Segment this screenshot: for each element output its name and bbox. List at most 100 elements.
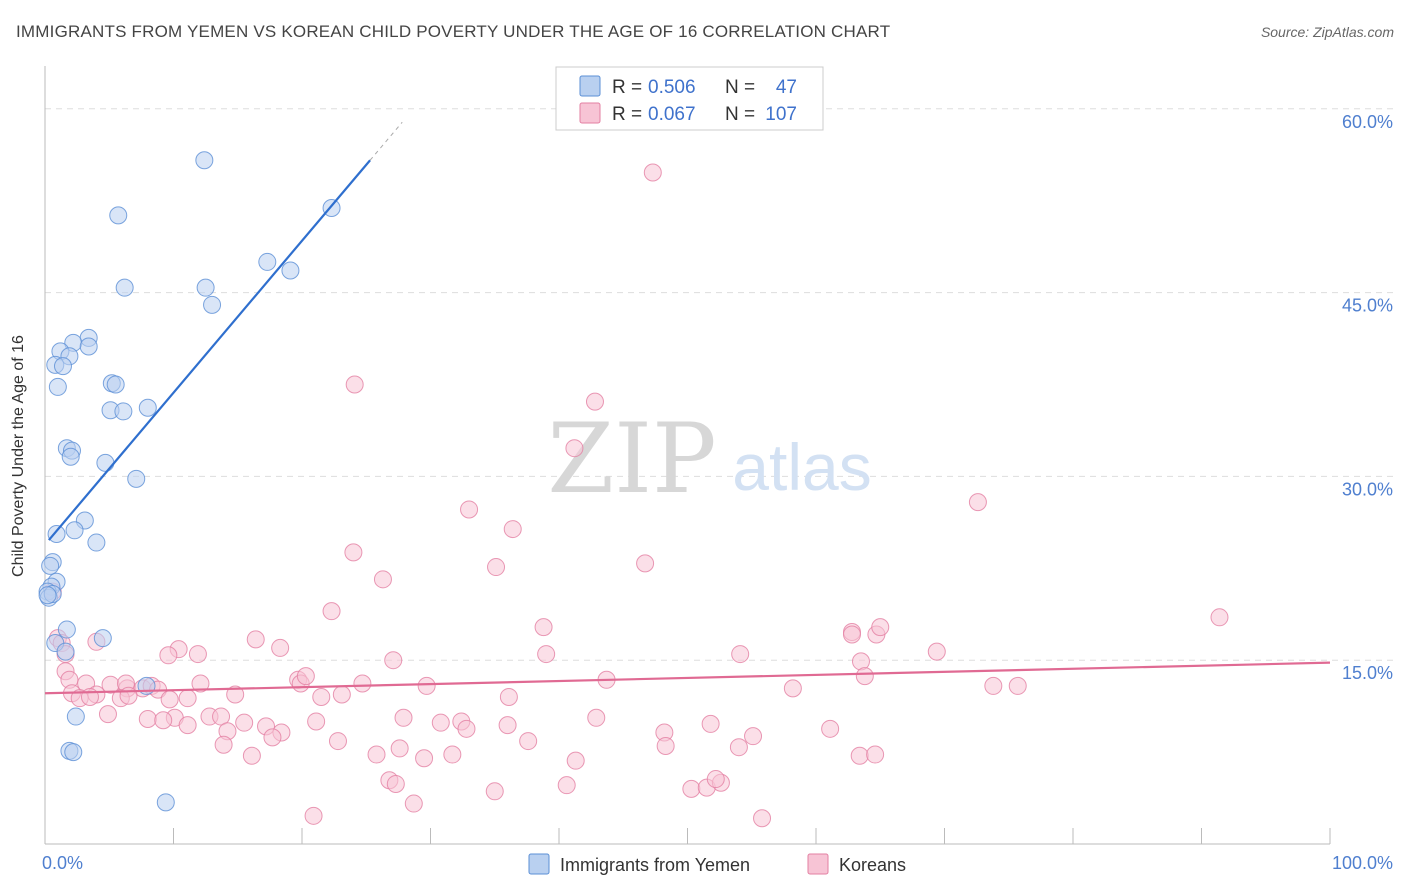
koreans-point <box>353 674 372 693</box>
yemen-point <box>109 206 128 225</box>
koreans-point <box>744 727 763 746</box>
koreans-point <box>386 774 405 793</box>
chart-title: IMMIGRANTS FROM YEMEN VS KOREAN CHILD PO… <box>16 22 891 41</box>
koreans-point <box>587 708 606 727</box>
yemen-point <box>57 620 76 639</box>
y-axis-label: Child Poverty Under the Age of 16 <box>10 335 27 577</box>
yemen-point <box>56 642 75 661</box>
koreans-point <box>344 543 363 562</box>
yemen-point <box>47 524 66 543</box>
koreans-point <box>246 630 265 649</box>
koreans-point <box>304 806 323 825</box>
koreans-point <box>503 520 522 539</box>
yemen-point <box>138 398 157 417</box>
koreans-point <box>384 651 403 670</box>
koreans-point <box>731 645 750 664</box>
koreans-point <box>1210 608 1229 627</box>
yemen-point <box>106 375 125 394</box>
legend-r-value-yemen: 0.506 <box>648 77 696 98</box>
koreans-point <box>394 708 413 727</box>
koreans-point <box>226 685 245 704</box>
koreans-point <box>519 732 538 751</box>
bottom-legend-swatch-yemen <box>528 853 550 875</box>
y-tick-label: 60.0% <box>1342 112 1393 132</box>
koreans-point <box>417 676 436 695</box>
koreans-point <box>178 689 197 708</box>
yemen-point <box>258 252 277 271</box>
koreans-point <box>296 667 315 686</box>
koreans-point <box>487 558 506 577</box>
y-tick-label: 45.0% <box>1342 296 1393 316</box>
yemen-point <box>93 629 112 648</box>
koreans-point <box>160 690 179 709</box>
legend-swatch-koreans <box>579 102 601 124</box>
yemen-point <box>41 556 60 575</box>
tick-labels: 15.0% 30.0% 45.0% 60.0% 0.0% 100.0% <box>42 112 1393 873</box>
yemen-point <box>196 278 215 297</box>
koreans-point <box>191 674 210 693</box>
koreans-point <box>537 645 556 664</box>
yemen-point <box>53 357 72 376</box>
koreans-point <box>871 618 890 637</box>
legend-n-value-koreans: 107 <box>765 104 797 125</box>
koreans-point <box>842 625 861 644</box>
yemen-point <box>48 377 67 396</box>
koreans-point <box>927 642 946 661</box>
yemen-point <box>79 337 98 356</box>
legend-r-label-koreans: R = <box>612 104 642 125</box>
koreans-point <box>457 719 476 738</box>
yemen-point <box>65 521 84 540</box>
koreans-point <box>263 728 282 747</box>
koreans-point <box>643 163 662 182</box>
gridlines <box>45 108 1395 661</box>
y-tick-label: 30.0% <box>1342 479 1393 499</box>
koreans-point <box>138 710 157 729</box>
koreans-point <box>188 645 207 664</box>
koreans-point <box>566 751 585 770</box>
koreans-point <box>460 500 479 519</box>
legend-swatch-yemen <box>579 75 601 97</box>
bottom-legend-label-koreans: Koreans <box>839 855 906 875</box>
yemen-point <box>115 278 134 297</box>
yemen-trend-extension <box>369 121 403 161</box>
koreans-point <box>706 770 725 789</box>
koreans-point <box>443 745 462 764</box>
koreans-point <box>178 716 197 735</box>
chart-source: Source: ZipAtlas.com <box>1260 24 1394 40</box>
x-tick-label-end: 100.0% <box>1332 853 1393 873</box>
yemen-point <box>64 743 83 762</box>
koreans-point <box>235 713 254 732</box>
watermark: ZIP atlas <box>547 403 871 515</box>
yemen-point <box>203 295 222 314</box>
koreans-trend-line <box>44 661 1331 695</box>
koreans-point <box>312 687 331 706</box>
koreans-point <box>783 679 802 698</box>
koreans-point <box>851 652 870 671</box>
koreans-point <box>390 739 409 758</box>
y-tick-label: 15.0% <box>1342 663 1393 683</box>
x-tick-label-start: 0.0% <box>42 853 83 873</box>
koreans-point <box>984 676 1003 695</box>
yemen-point <box>96 453 115 472</box>
yemen-point <box>38 586 57 605</box>
yemen-point <box>66 707 85 726</box>
bottom-legend-label-yemen: Immigrants from Yemen <box>560 855 750 875</box>
yemen-point <box>156 793 175 812</box>
koreans-point <box>345 375 364 394</box>
legend-n-label-koreans: N = <box>725 104 755 125</box>
koreans-point <box>404 794 423 813</box>
koreans-point <box>159 646 178 665</box>
koreans-point <box>373 570 392 589</box>
yemen-trend-line <box>48 159 371 541</box>
legend-r-value-koreans: 0.067 <box>648 104 696 125</box>
koreans-point <box>682 779 701 798</box>
koreans-point <box>485 782 504 801</box>
axes <box>44 66 1331 845</box>
legend-n-value-yemen: 47 <box>776 77 797 98</box>
koreans-point <box>1008 676 1027 695</box>
koreans-point <box>656 736 675 755</box>
koreans-point <box>367 745 386 764</box>
koreans-point <box>431 713 450 732</box>
koreans-point <box>98 705 117 724</box>
